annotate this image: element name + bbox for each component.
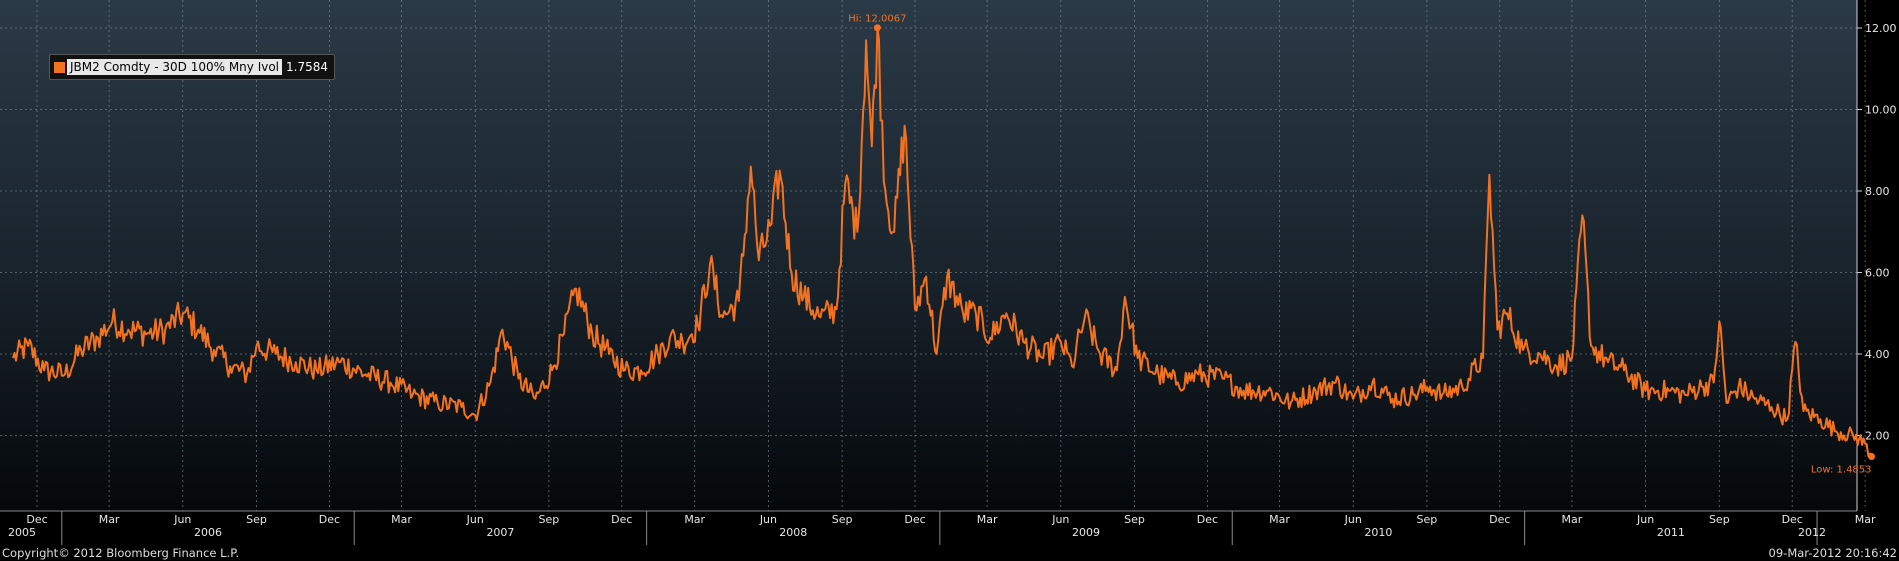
x-month-label: Mar [99, 513, 120, 526]
x-year-label: 2011 [1657, 526, 1685, 539]
y-tick-label: 6.00 [1865, 267, 1890, 280]
x-month-label: Mar [1562, 513, 1583, 526]
x-month-label: Mar [391, 513, 412, 526]
x-month-label: Dec [1489, 513, 1510, 526]
y-axis: 2.00 4.00 6.00 8.00 10.00 12.00 [1856, 0, 1897, 511]
x-month-label: Sep [832, 513, 853, 526]
annotations: Hi: 12.0067 Low: 1.4853 [848, 14, 1876, 475]
x-month-label: Jun [173, 513, 191, 526]
y-tick-label: 8.00 [1865, 185, 1890, 198]
y-tick-label: 4.00 [1865, 348, 1890, 361]
x-year-label: 2012 [1798, 526, 1826, 539]
x-month-label: Jun [1344, 513, 1362, 526]
x-month-label: Jun [1636, 513, 1654, 526]
x-month-label: Dec [1782, 513, 1803, 526]
series-layer [12, 27, 1873, 458]
legend: JBM2 Comdty - 30D 100% Mny Ivol 1.7584 [49, 54, 336, 80]
x-month-label: Sep [1417, 513, 1438, 526]
x-month-label: Mar [1269, 513, 1290, 526]
high-marker [873, 24, 881, 32]
legend-last-value: 1.7584 [286, 60, 329, 74]
x-month-label: Jun [1051, 513, 1069, 526]
copyright-text: Copyright© 2012 Bloomberg Finance L.P. [2, 546, 239, 560]
low-marker [1868, 452, 1876, 460]
x-month-label: Jun [466, 513, 484, 526]
plot-background [0, 0, 1857, 511]
x-year-label: 2006 [194, 526, 222, 539]
timestamp-text: 09-Mar-2012 20:16:42 [1768, 546, 1897, 560]
x-month-label: Dec [1197, 513, 1218, 526]
x-month-label: Sep [1124, 513, 1145, 526]
x-year-label: 2010 [1364, 526, 1392, 539]
x-month-label: Mar [684, 513, 705, 526]
grid-lines [0, 0, 1866, 511]
y-tick-label: 12.00 [1865, 22, 1897, 35]
legend-series-name: JBM2 Comdty - 30D 100% Mny Ivol [67, 59, 283, 75]
y-tick-label: 10.00 [1865, 104, 1897, 117]
x-month-label: Dec [611, 513, 632, 526]
x-year-label: 2008 [779, 526, 807, 539]
x-month-label: Dec [904, 513, 925, 526]
series-line-ivol [12, 27, 1873, 458]
x-month-label: Mar [977, 513, 998, 526]
legend-swatch [54, 61, 65, 73]
y-tick-label: 2.00 [1865, 430, 1890, 443]
x-year-label: 2007 [486, 526, 514, 539]
x-month-label: Jun [759, 513, 777, 526]
x-month-label: Sep [539, 513, 560, 526]
x-month-label: Dec [319, 513, 340, 526]
x-year-label: 2009 [1072, 526, 1100, 539]
low-label: Low: 1.4853 [1811, 464, 1872, 475]
x-axis: Dec Mar Jun Sep Dec Mar Jun Sep Dec Mar Jun Sep Dec M… [0, 510, 1876, 545]
x-month-label: Dec [26, 513, 47, 526]
x-month-label: Mar [1855, 513, 1876, 526]
x-month-label: Sep [246, 513, 267, 526]
x-year-label: 2005 [8, 526, 36, 539]
high-label: Hi: 12.0067 [848, 14, 906, 25]
x-month-label: Sep [1709, 513, 1730, 526]
